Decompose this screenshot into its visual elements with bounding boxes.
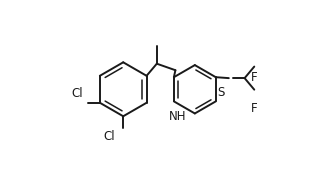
Text: NH: NH	[169, 110, 186, 123]
Text: F: F	[251, 102, 257, 115]
Text: Cl: Cl	[104, 130, 115, 143]
Text: F: F	[251, 71, 257, 84]
Text: Cl: Cl	[72, 87, 83, 100]
Text: S: S	[217, 86, 224, 99]
